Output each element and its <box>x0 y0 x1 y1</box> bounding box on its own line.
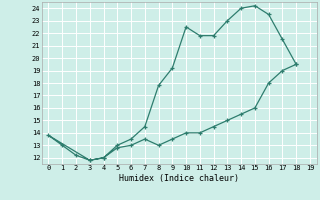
X-axis label: Humidex (Indice chaleur): Humidex (Indice chaleur) <box>119 174 239 183</box>
